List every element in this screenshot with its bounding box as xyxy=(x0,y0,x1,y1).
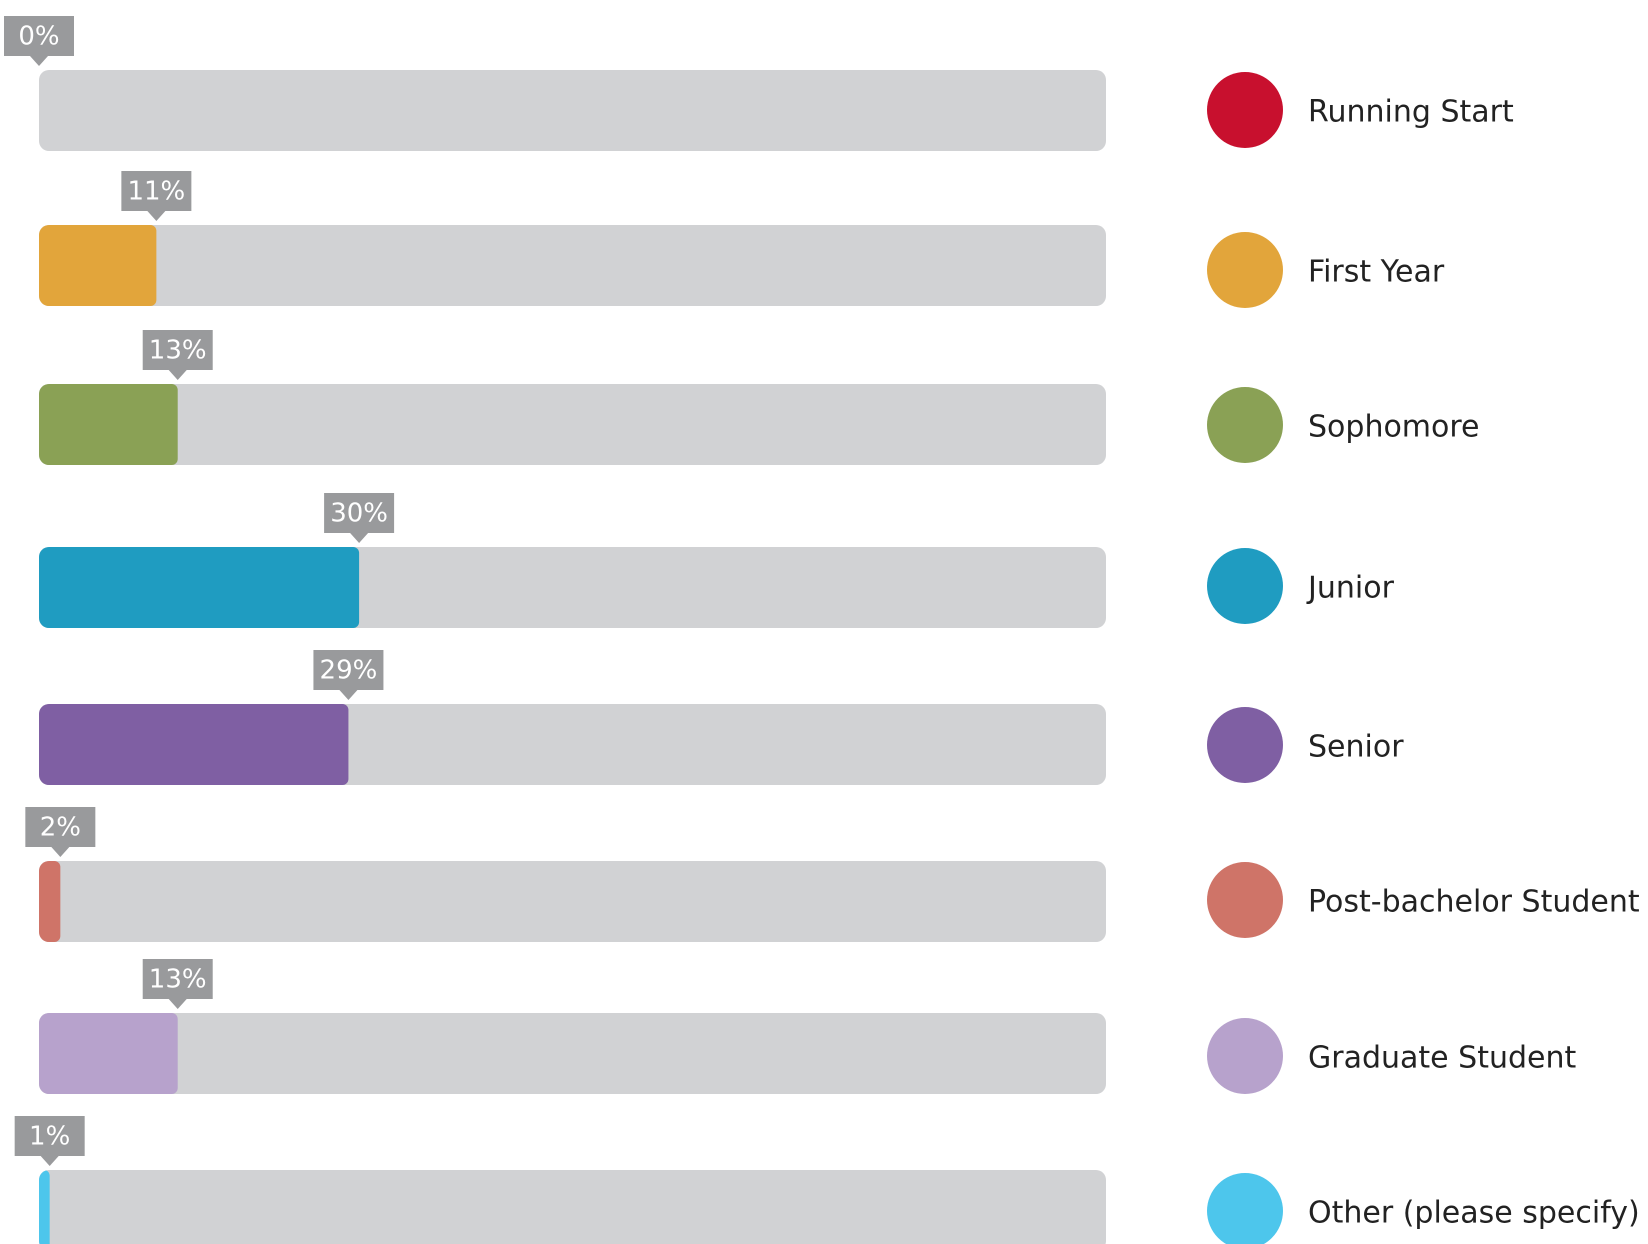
value-label: 13% xyxy=(149,965,207,995)
bar-group xyxy=(39,1170,50,1244)
label-callout xyxy=(4,16,74,66)
label-callout xyxy=(324,493,395,543)
value-label: 30% xyxy=(330,499,388,529)
label-callout xyxy=(121,171,192,221)
legend-swatch xyxy=(1207,862,1283,938)
label-callout xyxy=(25,807,96,857)
bar-group xyxy=(39,704,349,785)
bar-group xyxy=(39,384,178,465)
bar-track xyxy=(39,1170,1106,1244)
legend-swatch xyxy=(1207,1018,1283,1094)
legend-label: Senior xyxy=(1308,730,1404,765)
bar xyxy=(39,1170,50,1244)
bar xyxy=(39,1013,178,1094)
value-label: 29% xyxy=(320,656,378,686)
bar-group xyxy=(39,547,360,628)
bar xyxy=(39,547,360,628)
legend-label: Junior xyxy=(1306,571,1395,606)
value-label: 1% xyxy=(29,1122,70,1152)
legend-label: Other (please specify) xyxy=(1308,1196,1640,1231)
legend-swatch xyxy=(1207,72,1283,148)
legend-swatch xyxy=(1207,548,1283,624)
bar-track xyxy=(39,225,1106,306)
value-label: 2% xyxy=(40,813,81,843)
value-label: 0% xyxy=(18,22,59,52)
bar xyxy=(39,861,61,942)
legend-label: Running Start xyxy=(1308,95,1514,130)
value-label: 13% xyxy=(149,336,207,366)
label-callout xyxy=(14,1116,85,1166)
bar-group xyxy=(39,225,157,306)
label-callout xyxy=(142,959,213,1009)
value-label: 11% xyxy=(127,177,185,207)
bar-track xyxy=(39,384,1106,465)
label-callout xyxy=(142,330,213,380)
bar-track xyxy=(39,861,1106,942)
bar xyxy=(39,384,178,465)
bar-group xyxy=(39,1013,178,1094)
legend-label: First Year xyxy=(1308,255,1445,290)
legend-swatch xyxy=(1207,707,1283,783)
bar-track xyxy=(39,1013,1106,1094)
bar-track xyxy=(39,70,1106,151)
legend-label: Sophomore xyxy=(1308,410,1480,445)
legend-swatch xyxy=(1207,387,1283,463)
bar xyxy=(39,704,349,785)
legend-swatch xyxy=(1207,232,1283,308)
legend-label: Post-bachelor Student xyxy=(1308,885,1640,920)
legend-swatch xyxy=(1207,1173,1283,1244)
bar-group xyxy=(39,861,61,942)
label-callout xyxy=(313,650,384,700)
bar xyxy=(39,225,157,306)
legend-label: Graduate Student xyxy=(1308,1041,1576,1076)
